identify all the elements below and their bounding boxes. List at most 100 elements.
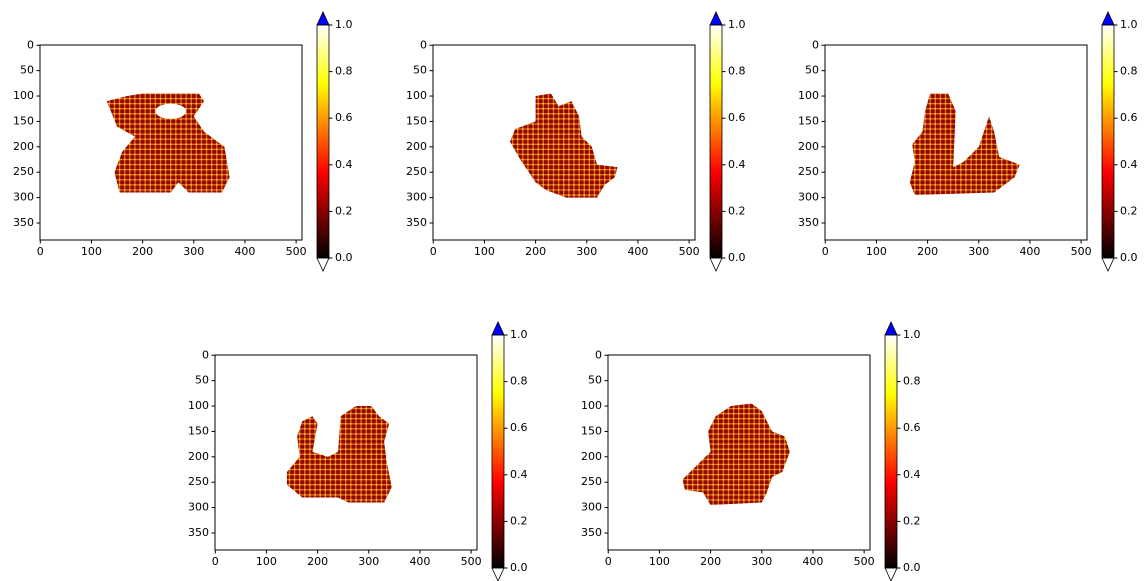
x-tick-label: 400: [409, 555, 430, 568]
colorbar-tick-label: 0.6: [1120, 111, 1138, 124]
y-tick-label: 0: [420, 38, 427, 51]
heatmap-image: [510, 93, 618, 198]
image-area: [286, 406, 392, 503]
y-tick-label: 50: [195, 374, 209, 387]
colorbar-tick-label: 1.0: [903, 328, 921, 341]
image-area: [106, 93, 230, 193]
y-tick-label: 250: [13, 165, 34, 178]
x-tick-label: 300: [183, 245, 204, 258]
y-tick-label: 200: [406, 140, 427, 153]
colorbar-tick-label: 0.6: [335, 111, 353, 124]
y-tick-label: 300: [581, 501, 602, 514]
x-tick-label: 500: [461, 555, 482, 568]
colorbar-frame: [316, 24, 330, 259]
y-tick-label: 300: [13, 191, 34, 204]
y-tick-label: 150: [581, 424, 602, 437]
colorbar-tick-label: 0.0: [1120, 251, 1138, 264]
y-tick-label: 0: [595, 348, 602, 361]
y-tick-label: 300: [406, 191, 427, 204]
y-tick-label: 350: [13, 216, 34, 229]
colorbar: [885, 335, 897, 568]
x-tick-label: 0: [37, 245, 44, 258]
y-tick-label: 50: [588, 374, 602, 387]
colorbar-tick-label: 0.8: [1120, 65, 1138, 78]
y-tick-label: 250: [581, 475, 602, 488]
axes-frame: [39, 44, 303, 241]
x-tick-label: 0: [822, 245, 829, 258]
colorbar-tick-label: 1.0: [335, 18, 353, 31]
colorbar-extend-min: [491, 567, 505, 581]
axes-frame: [214, 354, 478, 551]
heatmap-image: [682, 403, 790, 506]
colorbar-extend-min: [1101, 257, 1115, 272]
x-tick-label: 400: [627, 245, 648, 258]
colorbar-tick-label: 0.8: [728, 65, 746, 78]
colorbar-tick-label: 0.2: [335, 204, 353, 217]
colorbar-tick-label: 0.2: [510, 514, 528, 527]
x-tick-label: 0: [212, 555, 219, 568]
heatmap-image: [106, 93, 230, 193]
colorbar-extend-max: [884, 321, 898, 336]
colorbar-tick-label: 0.6: [510, 421, 528, 434]
x-tick-label: 0: [430, 245, 437, 258]
y-tick-label: 250: [406, 165, 427, 178]
y-tick-label: 250: [188, 475, 209, 488]
colorbar-tick-label: 0.0: [728, 251, 746, 264]
colorbar-extend-max: [1101, 11, 1115, 26]
colorbar-extend-min: [316, 257, 330, 272]
x-tick-label: 400: [802, 555, 823, 568]
y-tick-label: 100: [188, 399, 209, 412]
colorbar-tick-label: 0.2: [728, 204, 746, 217]
y-tick-label: 100: [798, 89, 819, 102]
colorbar: [710, 25, 722, 258]
colorbar-tick-label: 0.0: [903, 561, 921, 574]
colorbar-extend-min: [884, 567, 898, 581]
image-area: [682, 403, 790, 506]
colorbar-extend-max: [709, 11, 723, 26]
x-tick-label: 300: [968, 245, 989, 258]
x-tick-label: 200: [917, 245, 938, 258]
colorbar-tick-label: 0.2: [1120, 204, 1138, 217]
x-tick-label: 200: [525, 245, 546, 258]
y-tick-label: 350: [798, 216, 819, 229]
x-tick-label: 300: [751, 555, 772, 568]
heatmap-image: [909, 93, 1020, 196]
colorbar-tick-label: 0.4: [728, 158, 746, 171]
x-tick-label: 500: [679, 245, 700, 258]
x-tick-label: 300: [576, 245, 597, 258]
colorbar-extend-max: [316, 11, 330, 26]
colorbar-tick-label: 0.2: [903, 514, 921, 527]
y-tick-label: 250: [798, 165, 819, 178]
colorbar-tick-label: 0.0: [335, 251, 353, 264]
image-area: [909, 93, 1020, 196]
x-tick-label: 500: [286, 245, 307, 258]
x-tick-label: 200: [307, 555, 328, 568]
x-tick-label: 200: [700, 555, 721, 568]
y-tick-label: 0: [202, 348, 209, 361]
y-tick-label: 350: [581, 526, 602, 539]
x-tick-label: 400: [234, 245, 255, 258]
axes-frame: [607, 354, 871, 551]
colorbar-tick-label: 1.0: [1120, 18, 1138, 31]
colorbar-frame: [709, 24, 723, 259]
x-tick-label: 500: [1071, 245, 1092, 258]
colorbar-tick-label: 0.4: [335, 158, 353, 171]
x-tick-label: 400: [1019, 245, 1040, 258]
y-tick-label: 100: [13, 89, 34, 102]
colorbar-tick-label: 0.6: [728, 111, 746, 124]
colorbar-tick-label: 1.0: [510, 328, 528, 341]
y-tick-label: 200: [581, 450, 602, 463]
y-tick-label: 150: [13, 114, 34, 127]
colorbar-tick-label: 0.8: [510, 375, 528, 388]
colorbar-frame: [1101, 24, 1115, 259]
colorbar-frame: [884, 334, 898, 569]
y-tick-label: 350: [188, 526, 209, 539]
image-area: [510, 93, 618, 198]
y-tick-label: 300: [188, 501, 209, 514]
y-tick-label: 300: [798, 191, 819, 204]
colorbar-extend-max: [491, 321, 505, 336]
y-tick-label: 350: [406, 216, 427, 229]
y-tick-label: 50: [413, 64, 427, 77]
colorbar: [317, 25, 329, 258]
y-tick-label: 50: [805, 64, 819, 77]
